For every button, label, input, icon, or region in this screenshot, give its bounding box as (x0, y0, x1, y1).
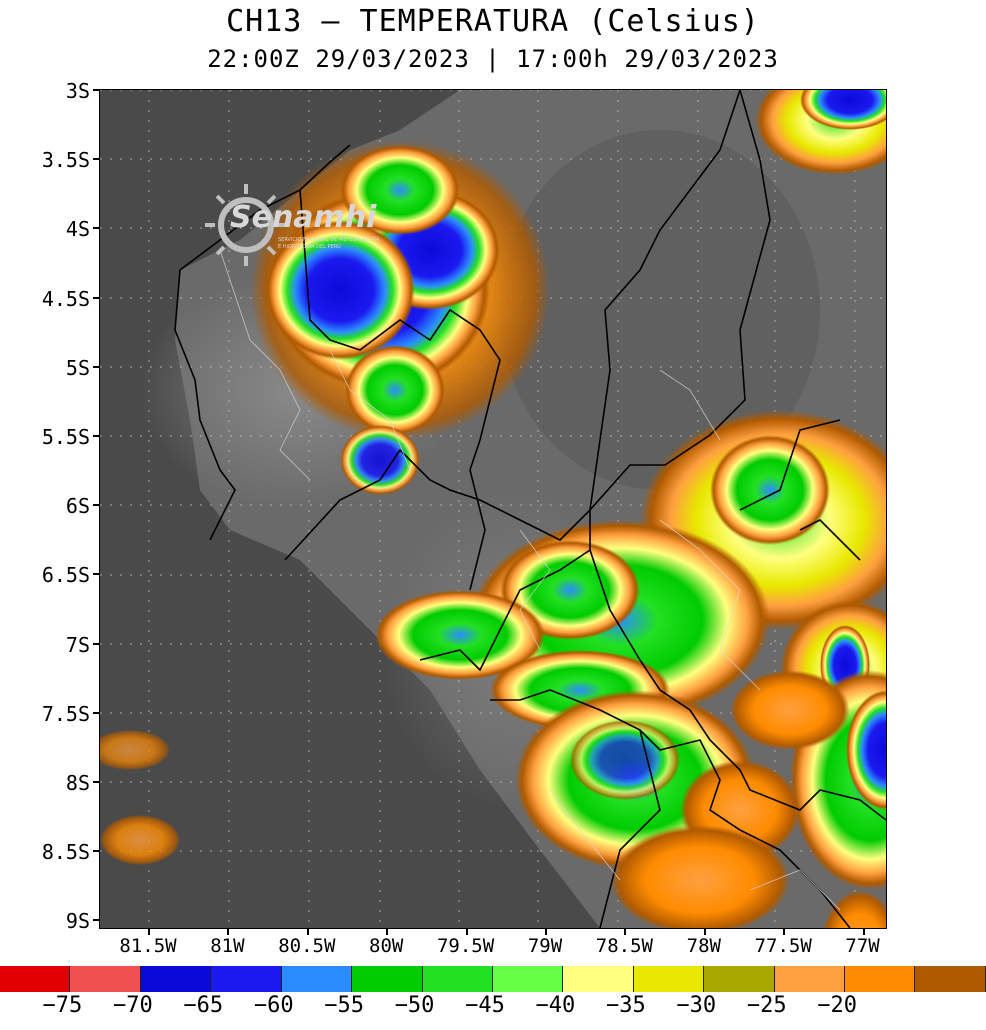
colorbar-label: −35 (605, 993, 646, 1018)
lon-label: 78W (686, 935, 721, 957)
colorbar-swatch (140, 966, 212, 992)
lat-label: 9S (65, 909, 90, 934)
colorbar-swatch (70, 966, 141, 992)
colorbar-swatch (915, 966, 986, 992)
lon-tick (465, 928, 468, 935)
lat-label: 4.5S (41, 286, 90, 311)
colorbar-label: −75 (42, 993, 83, 1018)
lat-label: 8.5S (41, 840, 90, 865)
lat-tick (93, 850, 100, 853)
colorbar-swatch (0, 966, 71, 992)
lon-label: 78.5W (595, 935, 653, 957)
colorbar-swatch (704, 966, 775, 992)
map-subtitle: 22:00Z 29/03/2023 | 17:00h 29/03/2023 (207, 45, 779, 73)
lat-tick (93, 227, 100, 230)
colorbar-swatch (845, 966, 916, 992)
lon-tick (306, 928, 309, 935)
lat-label: 7.5S (41, 701, 90, 726)
senamhi-logo: Senamhi SERVICIO NACIONAL DE METEOROLOGÍ… (200, 180, 410, 275)
colorbar-label: −30 (676, 993, 717, 1018)
map-frame (99, 89, 887, 929)
lat-tick (93, 573, 100, 576)
lon-tick (148, 928, 150, 935)
colorbar-label: −65 (183, 993, 224, 1018)
lon-label: 79W (527, 935, 563, 957)
lat-label: 3S (65, 79, 90, 103)
colorbar-swatch (633, 966, 705, 992)
colorbar-swatch (492, 966, 564, 992)
sun-icon (205, 184, 287, 266)
lat-tick (93, 642, 100, 645)
colorbar-swatch (281, 966, 353, 992)
colorbar-label: −20 (817, 993, 858, 1018)
logo-text: Senamhi (230, 200, 377, 235)
logo-subtext-2: E HIDROLOGÍA DEL PERÚ (278, 244, 341, 250)
lon-tick (703, 928, 706, 935)
lat-label: 7S (65, 632, 90, 657)
map-layer (100, 90, 886, 928)
lon-tick (545, 928, 547, 935)
lon-label: 80W (369, 935, 404, 957)
satellite-map: Senamhi SERVICIO NACIONAL DE METEOROLOGÍ… (100, 90, 886, 928)
lat-label: 8S (65, 771, 90, 795)
lon-label: 81.5W (119, 935, 177, 957)
lon-tick (227, 928, 230, 935)
lat-label: 5S (65, 355, 90, 380)
lon-tick (624, 928, 627, 935)
lat-tick (93, 504, 100, 507)
colorbar-label: −70 (112, 993, 153, 1018)
logo-subtext-1: SERVICIO NACIONAL DE METEOROLOGÍA (278, 237, 380, 243)
lon-label: 77.5W (754, 935, 812, 957)
lon-label: 79.5W (436, 935, 495, 957)
lat-label: 6.5S (41, 563, 90, 588)
lon-label: 77W (845, 935, 880, 957)
lat-tick (93, 919, 100, 922)
colorbar-swatch (352, 966, 423, 992)
lon-label: 81W (210, 935, 245, 957)
colorbar-label: −55 (324, 993, 365, 1018)
boundaries (174, 90, 886, 928)
lat-tick (93, 365, 100, 368)
lon-tick (386, 928, 389, 935)
colorbar (0, 966, 986, 992)
lon-label: 80.5W (278, 935, 336, 957)
lat-tick (93, 158, 100, 161)
colorbar-label: −50 (394, 993, 435, 1018)
colorbar-label: −25 (746, 993, 787, 1018)
lat-label: 5.5S (41, 425, 90, 449)
colorbar-swatch (774, 966, 846, 992)
lat-tick (93, 711, 100, 714)
colorbar-swatch (563, 966, 634, 992)
lat-label: 4S (65, 217, 90, 242)
lat-tick (93, 781, 100, 783)
map-title: CH13 – TEMPERATURA (Celsius) (226, 4, 760, 39)
cloud-tops (100, 90, 886, 928)
lat-tick (93, 296, 100, 299)
lat-label: 6S (65, 494, 90, 519)
lon-tick (862, 928, 865, 935)
colorbar-swatch (422, 966, 493, 992)
colorbar-label: −40 (535, 993, 576, 1018)
lat-label: 3.5S (41, 148, 90, 173)
colorbar-swatch (211, 966, 282, 992)
colorbar-label: −45 (465, 993, 505, 1018)
lat-tick (93, 89, 100, 91)
lon-tick (783, 928, 786, 935)
lat-tick (93, 435, 100, 437)
colorbar-label: −60 (253, 993, 294, 1018)
